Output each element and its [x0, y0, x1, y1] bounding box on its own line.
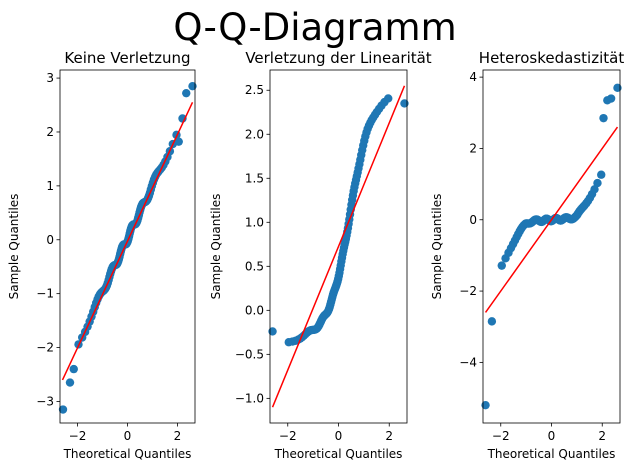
- x-axis-label: Theoretical Quantiles: [487, 447, 616, 461]
- x-axis-label: Theoretical Quantiles: [63, 447, 192, 461]
- data-point: [384, 94, 393, 103]
- y-tick-label: −1.0: [235, 391, 264, 405]
- x-tick-label: 2: [598, 429, 606, 443]
- y-tick-label: 2.5: [245, 83, 264, 97]
- y-tick-label: 1.5: [245, 171, 264, 185]
- y-tick-label: 2.0: [245, 127, 264, 141]
- data-point: [599, 113, 608, 123]
- y-tick-label: 1.0: [245, 215, 264, 229]
- x-tick-label: −2: [69, 429, 87, 443]
- data-points: [58, 81, 197, 414]
- y-tick-label: 0.0: [245, 303, 264, 317]
- qq-panel-3: Heteroskedastizität −2 0 2 −4 −2 0 2 4 Theoretica…: [430, 49, 624, 461]
- reference-line: [271, 85, 406, 408]
- y-tick-label: 2: [469, 141, 477, 155]
- data-point: [593, 178, 602, 188]
- y-tick-label: 2: [46, 125, 54, 139]
- x-tick-label: 0: [124, 429, 132, 443]
- data-point: [188, 81, 197, 91]
- y-tick-label: −4: [459, 355, 477, 369]
- y-tick-label: 0: [46, 233, 54, 247]
- data-points: [481, 83, 622, 410]
- figure-title: Q-Q-Diagramm: [173, 6, 456, 49]
- y-tick-label: −0.5: [235, 347, 264, 361]
- panels: Keine Verletzung −2 0 2 −3 −2 −1 0 1 2 3 Theoretica…: [7, 49, 624, 461]
- data-point: [65, 378, 75, 387]
- x-tick-label: 2: [385, 429, 393, 443]
- y-tick-label: 1: [46, 179, 54, 193]
- panel-title: Heteroskedastizität: [479, 49, 625, 67]
- reference-line: [484, 126, 619, 313]
- axes-frame: [482, 69, 621, 424]
- y-tick-label: −1: [36, 287, 54, 301]
- data-point: [182, 88, 191, 98]
- x-tick-label: −2: [492, 429, 510, 443]
- y-tick-label: −2: [459, 284, 477, 298]
- data-point: [613, 83, 622, 93]
- y-tick-label: 3: [46, 71, 54, 85]
- panel-title: Verletzung der Linearität: [245, 49, 431, 67]
- x-tick-label: 0: [548, 429, 556, 443]
- data-point: [400, 99, 409, 108]
- y-tick-label: −2: [36, 341, 54, 355]
- y-tick-label: 0.5: [245, 259, 264, 273]
- data-point: [487, 317, 497, 326]
- data-point: [174, 137, 183, 146]
- y-axis-label: Sample Quantiles: [7, 194, 21, 300]
- data-point: [268, 327, 277, 336]
- y-tick-label: 0: [469, 213, 477, 227]
- y-tick-label: −3: [36, 394, 54, 408]
- x-tick-label: 0: [335, 429, 343, 443]
- data-point: [606, 94, 616, 103]
- data-points: [268, 94, 409, 347]
- data-point: [497, 261, 506, 270]
- x-tick-label: −2: [279, 429, 297, 443]
- y-tick-label: 4: [469, 70, 477, 84]
- data-point: [69, 364, 78, 374]
- y-axis-label: Sample Quantiles: [430, 194, 444, 300]
- qq-panel-2: Verletzung der Linearität −2 0 2 −1.0 −0.5 0.0…: [209, 49, 432, 461]
- reference-line: [61, 102, 194, 381]
- data-point: [481, 400, 490, 410]
- data-point: [597, 170, 606, 179]
- panel-title: Keine Verletzung: [64, 49, 190, 67]
- x-tick-label: 2: [174, 429, 182, 443]
- data-point: [590, 185, 599, 194]
- qq-panel-1: Keine Verletzung −2 0 2 −3 −2 −1 0 1 2 3 Theoretica…: [7, 49, 197, 461]
- y-axis-label: Sample Quantiles: [209, 194, 223, 300]
- x-axis-label: Theoretical Quantiles: [274, 447, 403, 461]
- data-point: [58, 405, 68, 414]
